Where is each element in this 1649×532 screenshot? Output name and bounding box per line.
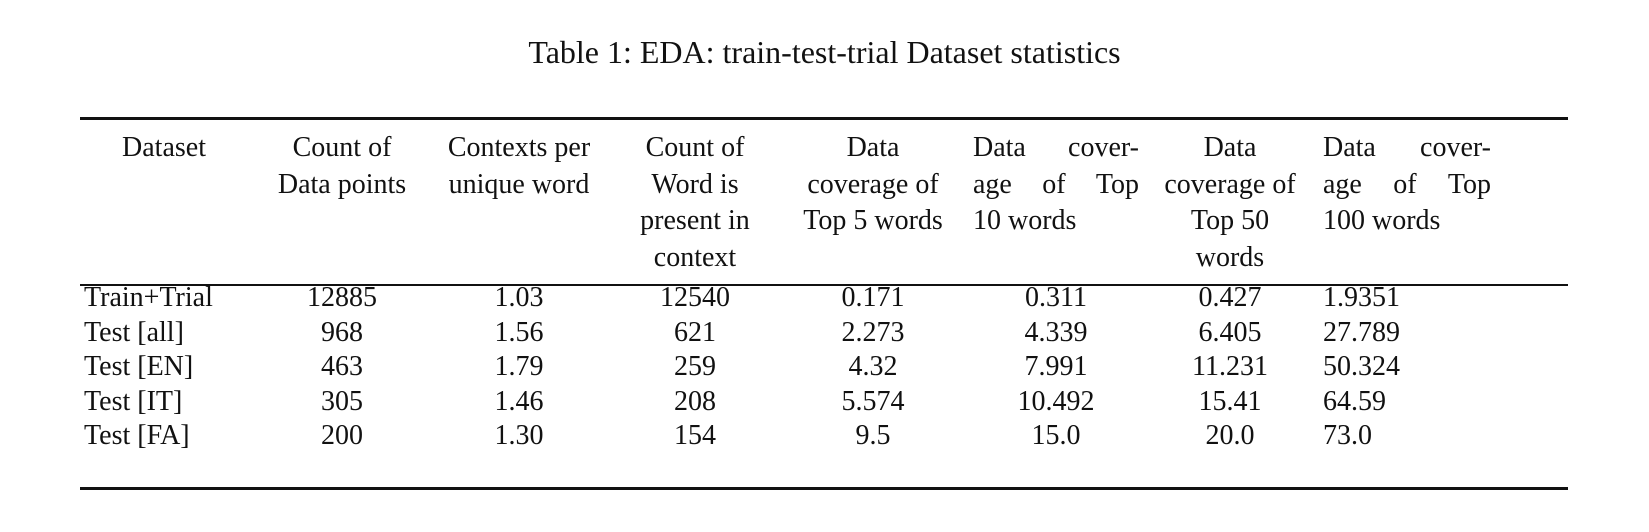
cell-coverage-top10: 15.0 [1031, 420, 1081, 452]
header-contexts-per-word: Contexts per unique word [434, 130, 604, 203]
cell-coverage-top10: 7.991 [1024, 351, 1088, 383]
cell-coverage-top100: 1.9351 [1323, 282, 1400, 313]
cell-coverage-top100: 73.0 [1323, 420, 1372, 452]
table-row: Train+Trial 12885 1.03 12540 0.171 0.311 0.427… [0, 280, 1649, 317]
header-line: Dataset [122, 132, 206, 163]
header-line: Data [1203, 132, 1257, 163]
cell-coverage-top5: 2.273 [841, 316, 905, 348]
cell-dataset: Test [FA] [84, 420, 190, 452]
cell-dataset: Train+Trial [84, 282, 213, 313]
cell-coverage-top50: 6.405 [1198, 316, 1262, 348]
header-line: age of Top [1323, 168, 1491, 200]
cell-coverage-top50: 15.41 [1198, 385, 1262, 417]
header-line: Top 50 [1190, 205, 1270, 236]
header-coverage-top10: Data cover-age of Top 10 words [973, 130, 1139, 240]
cell-count-data-points: 463 [321, 351, 363, 383]
cell-count-data-points: 968 [321, 316, 363, 348]
bottom-rule [80, 487, 1568, 490]
header-line: coverage of [807, 168, 939, 200]
header-line: Data cover- [973, 132, 1139, 163]
cell-count-data-points: 305 [321, 385, 363, 417]
header-line: 100 words [1323, 205, 1441, 236]
cell-coverage-top50: 11.231 [1192, 351, 1268, 383]
cell-coverage-top50: 0.427 [1198, 282, 1262, 313]
header-coverage-top50: Data coverage of Top 50 words [1155, 130, 1305, 276]
header-coverage-top100: Data cover-age of Top 100 words [1323, 130, 1491, 240]
cell-dataset: Test [IT] [84, 385, 183, 417]
cell-coverage-top10: 10.492 [1017, 385, 1095, 417]
cell-count-data-points: 200 [321, 420, 363, 452]
header-line: Data [846, 132, 900, 163]
cell-contexts-per-word: 1.56 [494, 316, 544, 348]
cell-coverage-top10: 4.339 [1024, 316, 1088, 348]
cell-coverage-top100: 50.324 [1323, 351, 1400, 383]
table-row: Test [IT] 305 1.46 208 5.574 10.492 15.41 64.59 [0, 384, 1649, 421]
cell-coverage-top100: 27.789 [1323, 316, 1400, 348]
cell-coverage-top10: 0.311 [1025, 282, 1087, 313]
header-line: words [1195, 241, 1265, 273]
header-count-word-in-context: Count of Word is present in context [620, 130, 770, 276]
cell-coverage-top5: 9.5 [855, 420, 891, 452]
cell-coverage-top5: 5.574 [841, 385, 905, 417]
header-rule [80, 284, 1568, 286]
header-line: Top 5 words [803, 205, 943, 236]
header-count-data-points: Count of Data points [266, 130, 418, 203]
header-line: coverage of [1164, 168, 1296, 200]
header-line: unique word [448, 168, 590, 200]
cell-count-word-in-context: 154 [674, 420, 716, 452]
cell-count-word-in-context: 12540 [660, 282, 730, 313]
header-line: Word is [651, 168, 739, 200]
cell-dataset: Test [EN] [84, 351, 194, 383]
cell-contexts-per-word: 1.46 [494, 385, 544, 417]
header-line: Count of [292, 132, 392, 163]
table-row: Test [all] 968 1.56 621 2.273 4.339 6.405 27.78… [0, 315, 1649, 352]
cell-coverage-top5: 4.32 [848, 351, 898, 383]
header-line: Count of [645, 132, 745, 163]
cell-count-data-points: 12885 [307, 282, 377, 313]
header-line: context [653, 241, 737, 273]
cell-contexts-per-word: 1.30 [494, 420, 544, 452]
header-line: 10 words [973, 205, 1077, 236]
table-row: Test [EN] 463 1.79 259 4.32 7.991 11.231 50.324 [0, 349, 1649, 386]
cell-coverage-top100: 64.59 [1323, 385, 1386, 417]
cell-contexts-per-word: 1.79 [494, 351, 544, 383]
header-line: age of Top [973, 168, 1139, 200]
header-line: Contexts per [447, 132, 591, 163]
header-line: Data points [277, 168, 407, 200]
header-coverage-top5: Data coverage of Top 5 words [788, 130, 958, 240]
cell-contexts-per-word: 1.03 [494, 282, 544, 313]
table-row: Test [FA] 200 1.30 154 9.5 15.0 20.0 73.0 [0, 418, 1649, 455]
header-dataset: Dataset [84, 130, 244, 167]
table-caption: Table 1: EDA: train-test-trial Dataset s… [528, 34, 1121, 70]
cell-coverage-top5: 0.171 [841, 282, 905, 313]
cell-count-word-in-context: 621 [674, 316, 716, 348]
cell-count-word-in-context: 259 [674, 351, 716, 383]
cell-count-word-in-context: 208 [674, 385, 716, 417]
header-line: Data cover- [1323, 132, 1491, 163]
header-line: present in [640, 205, 750, 236]
cell-coverage-top50: 20.0 [1205, 420, 1255, 452]
cell-dataset: Test [all] [84, 316, 184, 348]
top-rule [80, 117, 1568, 120]
